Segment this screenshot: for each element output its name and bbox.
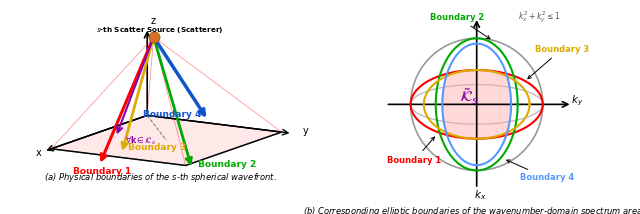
Text: $s$-th Scatter Source (Scatterer): $s$-th Scatter Source (Scatterer): [96, 25, 224, 35]
Polygon shape: [51, 115, 282, 165]
Text: (a) Physical boundaries of the $s$-th spherical wavefront.: (a) Physical boundaries of the $s$-th sp…: [44, 171, 276, 184]
Text: (b) Corresponding elliptic boundaries of the wavenumber-domain spectrum area $\t: (b) Corresponding elliptic boundaries of…: [303, 204, 640, 214]
Text: $\tilde{\mathcal{K}}_s$: $\tilde{\mathcal{K}}_s$: [459, 86, 479, 107]
Text: Boundary 3: Boundary 3: [128, 143, 186, 152]
Text: z: z: [150, 16, 156, 26]
Text: $k_x$: $k_x$: [474, 189, 487, 202]
Polygon shape: [442, 70, 511, 139]
Text: $k_y$: $k_y$: [571, 94, 583, 108]
Text: y: y: [302, 126, 308, 136]
Text: Boundary 1: Boundary 1: [387, 137, 442, 165]
Text: Boundary 2: Boundary 2: [431, 13, 490, 39]
Text: $\forall \mathbf{k} \in \mathcal{K}_s$: $\forall \mathbf{k} \in \mathcal{K}_s$: [125, 135, 156, 147]
Text: Boundary 2: Boundary 2: [198, 160, 257, 169]
Text: $k_x^2 + k_y^2 \leq 1$: $k_x^2 + k_y^2 \leq 1$: [518, 10, 560, 25]
Text: Boundary 1: Boundary 1: [73, 167, 132, 176]
Text: x: x: [36, 149, 41, 158]
Text: Boundary 4: Boundary 4: [143, 110, 202, 119]
Text: Boundary 3: Boundary 3: [528, 45, 589, 79]
Text: Boundary 4: Boundary 4: [507, 160, 574, 182]
